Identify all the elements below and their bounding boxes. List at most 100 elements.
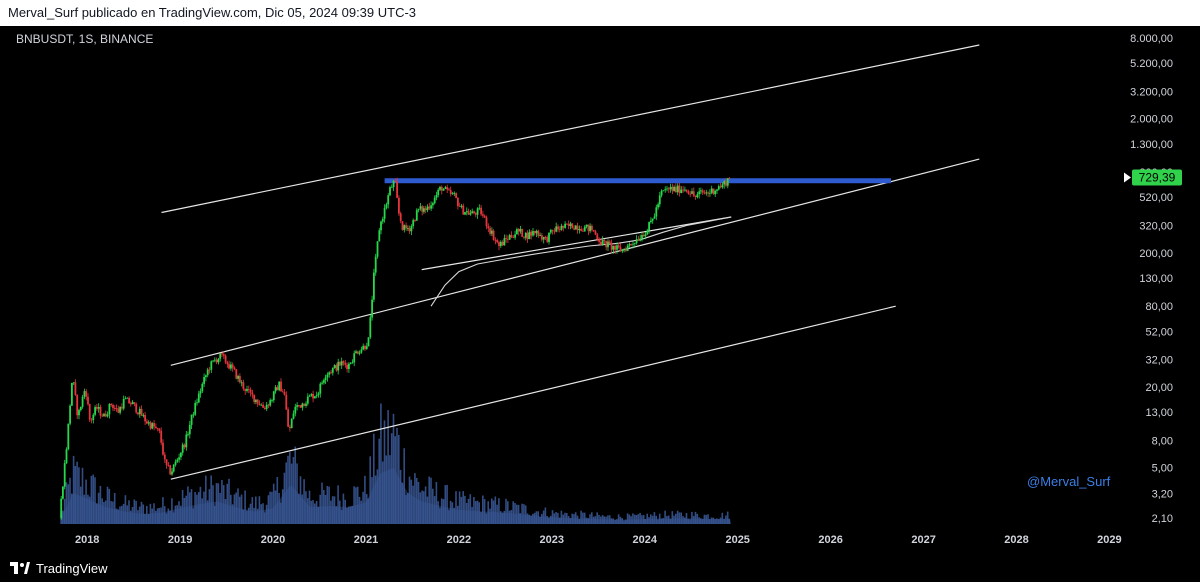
y-tick-label: 32,00 [1145, 355, 1173, 367]
candle-body [594, 231, 597, 235]
volume-bar [285, 462, 287, 524]
tradingview-logo[interactable]: TradingView [10, 560, 108, 576]
candle-body [244, 388, 247, 391]
candle-body [399, 213, 402, 222]
candle-body [60, 498, 63, 519]
candle-body [510, 235, 513, 238]
x-tick-label: 2022 [447, 534, 471, 546]
volume-bar [449, 500, 452, 524]
volume-bar [562, 514, 564, 524]
candle-body [124, 398, 127, 400]
footer-bar: TradingView [0, 554, 1200, 582]
candle-body [487, 226, 490, 229]
candle-body [666, 188, 668, 190]
volume-bar [728, 519, 731, 524]
candle-body [533, 231, 536, 234]
candle-body [457, 198, 459, 206]
volume-bar [408, 476, 411, 524]
volume-bar [516, 504, 518, 524]
candle-body [76, 395, 79, 416]
y-tick-label: 2.000,00 [1130, 114, 1173, 126]
candle-body [215, 359, 218, 363]
volume-bar [374, 475, 377, 524]
volume-bar [514, 503, 516, 524]
candle-body [499, 241, 502, 246]
volume-bar [333, 496, 336, 524]
chart-panel[interactable]: 8.000,00 5.200,00 3.200,00 2.000,00 1.300,00… [10, 26, 1190, 554]
candle-body [349, 363, 352, 364]
candle-body [174, 461, 177, 465]
volume-bar [103, 502, 105, 524]
volume-bar [394, 436, 396, 524]
candle-body [67, 423, 70, 450]
volume-bar [381, 461, 384, 524]
candle-body [369, 317, 372, 338]
volume-bar [489, 508, 491, 524]
channel-upper-line[interactable] [161, 44, 980, 214]
channel-lower-line[interactable] [170, 305, 896, 480]
candle-body [721, 184, 724, 188]
volume-bar [197, 492, 200, 524]
candle-body [726, 178, 729, 186]
volume-bar [138, 506, 141, 524]
volume-bar [292, 457, 295, 524]
volume-bar [600, 516, 602, 524]
support-trend-line[interactable] [421, 216, 732, 271]
volume-bar [608, 515, 611, 524]
volume-bar [669, 519, 672, 524]
candle-body [635, 239, 638, 244]
candle-body [448, 189, 450, 191]
candle-body [621, 249, 624, 252]
candle-body [276, 387, 279, 391]
volume-bar [364, 475, 366, 524]
candle-body [242, 382, 245, 389]
volume-bar [81, 467, 84, 524]
y-tick-label: 5,00 [1152, 463, 1173, 475]
volume-bar [442, 499, 445, 524]
y-tick-label: 52,00 [1145, 326, 1173, 338]
candle-body [196, 402, 198, 404]
candle-body [308, 395, 311, 397]
volume-bar [428, 476, 430, 524]
candle-body [144, 415, 146, 422]
volume-bar [128, 500, 130, 524]
volume-bar [155, 510, 157, 524]
candle-body [188, 424, 191, 435]
volume-bar [510, 510, 513, 524]
volume-bar [687, 519, 690, 524]
candle-body [712, 188, 715, 195]
candle-body [79, 406, 82, 411]
volume-bar [508, 510, 511, 524]
volume-bar [401, 482, 404, 524]
candle-body [648, 222, 650, 231]
volume-bar [142, 504, 145, 524]
volume-bar [264, 512, 266, 524]
candle-body [178, 457, 180, 460]
ma-layer [430, 216, 732, 307]
volume-bar [63, 498, 66, 524]
channel-middle-line[interactable] [170, 158, 980, 366]
volume-bar [671, 511, 674, 524]
y-tick-label: 80,00 [1145, 301, 1173, 313]
candle-body [389, 187, 391, 196]
candle-body [562, 225, 565, 228]
candle-body [537, 230, 540, 236]
candle-body [544, 237, 547, 238]
volume-bar [582, 512, 584, 524]
candle-body [725, 181, 727, 186]
volume-bar [637, 514, 640, 524]
candle-body [437, 189, 440, 195]
volume-bar [566, 513, 568, 524]
candle-body [326, 374, 329, 378]
volume-bar [403, 448, 405, 524]
price-chart[interactable]: 8.000,00 5.200,00 3.200,00 2.000,00 1.300,00… [10, 26, 1190, 554]
candle-body [398, 197, 400, 214]
x-tick-label: 2019 [168, 534, 192, 546]
candle-body [271, 400, 273, 401]
volume-bar [274, 490, 277, 524]
volume-bar [574, 512, 577, 524]
candle-body [646, 230, 649, 235]
candle-body [283, 392, 286, 395]
volume-bar [476, 500, 479, 524]
